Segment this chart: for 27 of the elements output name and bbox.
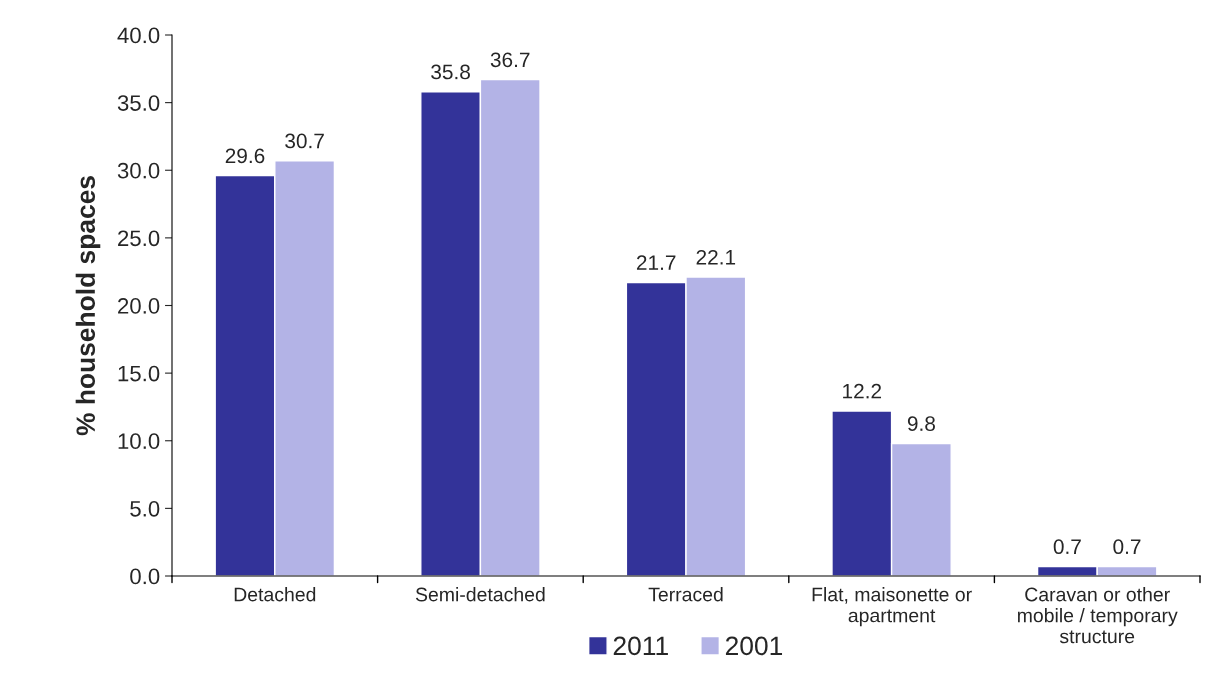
x-tick-label: Semi-detached — [415, 587, 545, 602]
data-label: 30.7 — [285, 133, 324, 149]
y-tick-label: 25.0 — [118, 230, 160, 247]
y-axis-title: % household spaces — [75, 176, 101, 436]
x-tick-label: Flat, maisonette or apartment — [812, 587, 972, 627]
data-label: 35.8 — [431, 64, 470, 80]
data-label: 9.8 — [907, 416, 935, 431]
x-tick-label: Terraced — [648, 587, 723, 602]
y-tick-label: 15.0 — [118, 365, 160, 382]
legend-label: 2001 — [725, 636, 783, 656]
y-tick-label: 20.0 — [118, 298, 160, 314]
x-tick-label: Caravan or other mobile / temporary structure — [1017, 587, 1178, 644]
data-label: 12.2 — [843, 383, 882, 399]
data-label: 29.6 — [225, 148, 265, 164]
y-tick-label: 10.0 — [118, 433, 160, 450]
data-label: 36.7 — [490, 52, 530, 68]
y-tick-label: 5.0 — [130, 500, 160, 517]
y-tick-label: 35.0 — [117, 95, 160, 111]
y-tick-label: 40.0 — [117, 27, 160, 44]
data-label: 22.1 — [696, 249, 736, 265]
data-label: 0.7 — [1113, 539, 1141, 555]
data-label: 21.7 — [636, 255, 676, 270]
legend-label: 2011 — [613, 636, 668, 656]
x-tick-label: Detached — [234, 587, 316, 602]
y-tick-label: 0.0 — [130, 568, 160, 585]
y-tick-label: 30.0 — [117, 162, 160, 179]
data-label: 0.7 — [1053, 539, 1081, 555]
